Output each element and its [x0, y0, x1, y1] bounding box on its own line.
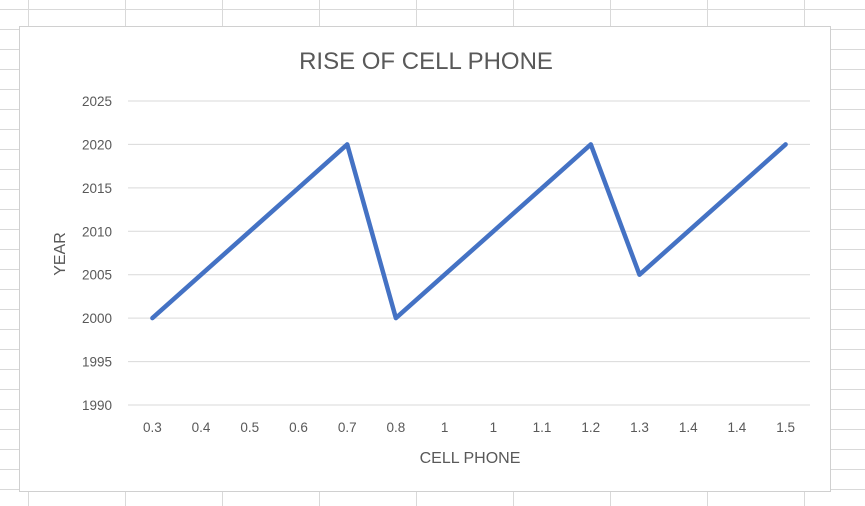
x-tick-label: 1 — [490, 420, 498, 435]
y-tick-label: 2000 — [82, 311, 112, 326]
x-tick-label: 1.3 — [630, 420, 649, 435]
x-tick-label: 1.4 — [679, 420, 698, 435]
line-chart: RISE OF CELL PHONE 1990 1995 2000 2005 2010 2… — [52, 48, 810, 467]
x-tick-label: 0.8 — [387, 420, 406, 435]
chart-area: RISE OF CELL PHONE 1990 1995 2000 2005 2010 2… — [19, 26, 831, 492]
x-tick-label: 1.5 — [776, 420, 795, 435]
y-axis-title: YEAR — [52, 232, 69, 276]
x-tick-label: 1.2 — [581, 420, 600, 435]
y-tick-label: 1995 — [82, 355, 112, 370]
gridlines — [128, 100, 810, 406]
series-group — [150, 142, 788, 321]
x-axis-title: CELL PHONE — [420, 450, 521, 467]
y-tick-label: 2020 — [82, 137, 112, 152]
y-tick-label: 1990 — [82, 398, 112, 413]
x-tick-label: 0.3 — [143, 420, 162, 435]
y-tick-label: 2005 — [82, 268, 112, 283]
x-tick-label: 1 — [441, 420, 449, 435]
x-tick-label: 1.1 — [533, 420, 552, 435]
y-tick-label: 2015 — [82, 181, 112, 196]
y-tick-label: 2010 — [82, 224, 112, 239]
y-tick-label: 2025 — [82, 94, 112, 109]
series-line-0 — [150, 142, 788, 321]
x-axis-ticks: 0.3 0.4 0.5 0.6 0.7 0.8 1 1 1.1 1.2 1.3 1.4 1.4 1.5 — [143, 420, 795, 435]
x-tick-label: 0.4 — [192, 420, 211, 435]
y-axis-ticks: 1990 1995 2000 2005 2010 2015 2020 2025 — [82, 94, 112, 413]
x-tick-label: 0.5 — [240, 420, 259, 435]
chart-title: RISE OF CELL PHONE — [299, 48, 553, 75]
x-tick-label: 1.4 — [728, 420, 747, 435]
x-tick-label: 0.7 — [338, 420, 357, 435]
x-tick-label: 0.6 — [289, 420, 308, 435]
